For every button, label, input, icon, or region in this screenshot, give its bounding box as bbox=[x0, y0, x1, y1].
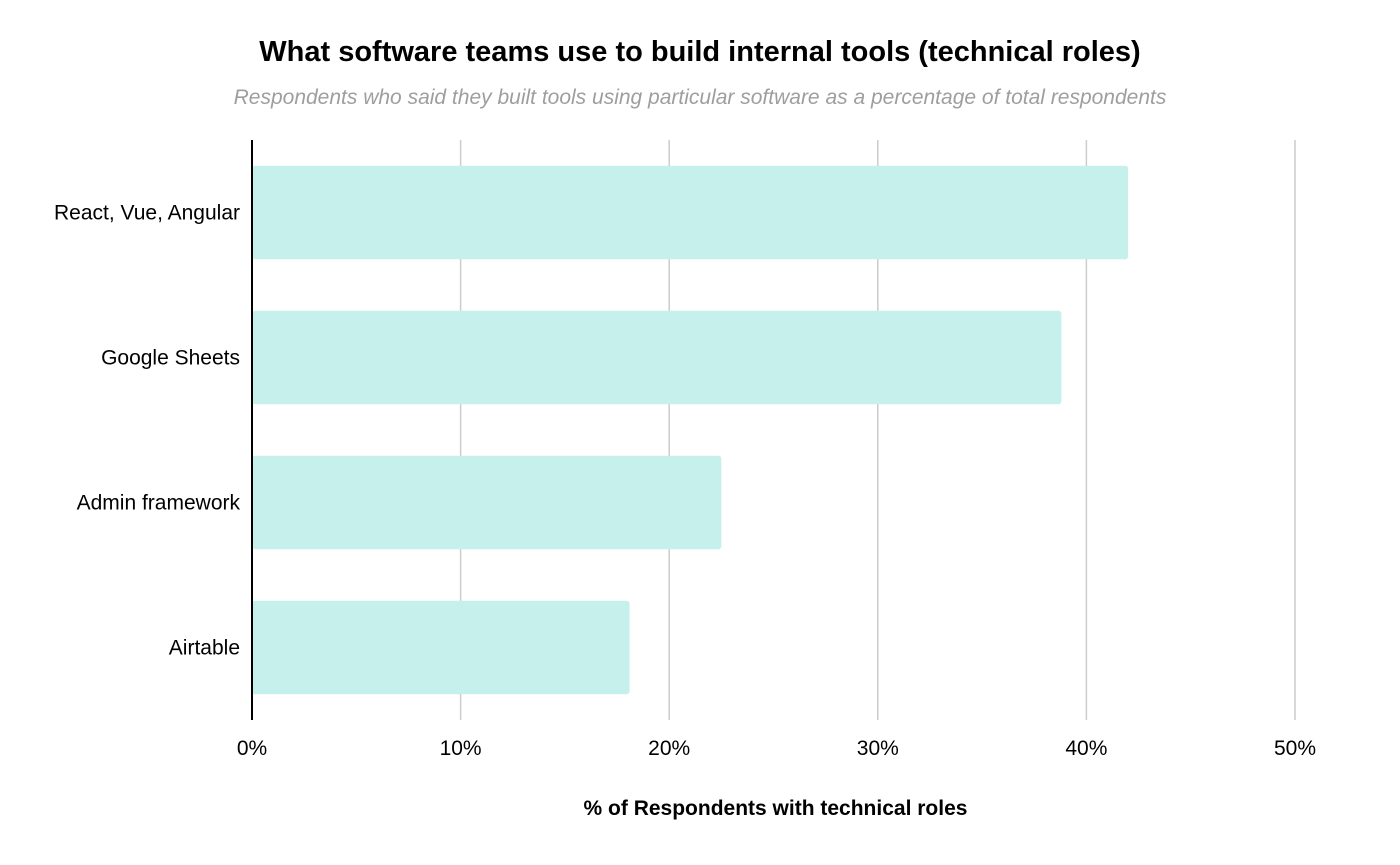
category-label: Admin framework bbox=[77, 492, 241, 515]
x-tick-label: 0% bbox=[237, 737, 267, 760]
x-tick-label: 30% bbox=[857, 737, 899, 760]
x-tick-label: 40% bbox=[1065, 737, 1107, 760]
bar-3 bbox=[252, 455, 722, 550]
bar-4 bbox=[252, 600, 630, 695]
x-tick-label: 20% bbox=[648, 737, 690, 760]
chart-subtitle: Respondents who said they built tools us… bbox=[233, 86, 1167, 109]
category-label: Google Sheets bbox=[101, 347, 240, 370]
labels: 0% 10% 20% 30% 40% 50% React, Vue, Angular Goog… bbox=[54, 202, 1316, 761]
x-axis-title: % of Respondents with technical roles bbox=[584, 797, 968, 820]
bar-1 bbox=[252, 165, 1129, 260]
category-label: React, Vue, Angular bbox=[54, 202, 240, 225]
chart-title: What software teams use to build interna… bbox=[259, 36, 1141, 68]
bar-2 bbox=[252, 310, 1062, 405]
x-tick-label: 10% bbox=[440, 737, 482, 760]
bars bbox=[252, 165, 1129, 695]
x-tick-label: 50% bbox=[1274, 737, 1316, 760]
category-label: Airtable bbox=[169, 637, 240, 660]
